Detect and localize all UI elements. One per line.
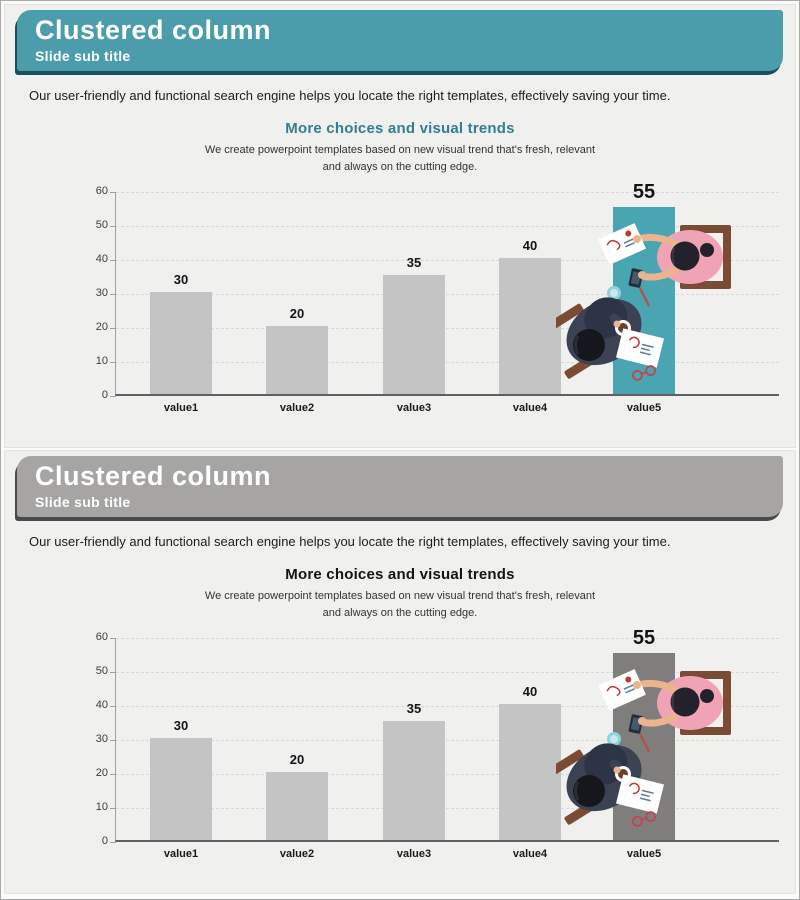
y-axis-label: 20 [95, 767, 108, 779]
clustered-column-chart: 0 10 20 30 40 50 60 30 value1 20 value2 35 value3 40 v… [96, 627, 779, 860]
gridline [116, 260, 779, 261]
chart-bar [499, 258, 561, 394]
x-axis-label: value1 [163, 402, 199, 414]
y-axis-tick [110, 671, 116, 673]
y-axis-label: 40 [95, 253, 108, 265]
chart-bar [383, 275, 445, 394]
x-axis-label: value2 [279, 402, 315, 414]
y-axis-tick [110, 259, 116, 261]
chair-icon [680, 225, 731, 289]
chair-icon [541, 749, 607, 825]
bar-value-label: 40 [522, 684, 538, 699]
gridline [116, 740, 779, 741]
x-axis-label: value3 [396, 402, 432, 414]
y-axis-tick [110, 191, 116, 193]
slide-title: Clustered column [35, 461, 272, 491]
chart-subtext: We create powerpoint templates based on … [204, 590, 596, 620]
y-axis-tick [110, 739, 116, 741]
y-axis-tick [110, 225, 116, 227]
slide-description: Our user-friendly and functional search … [29, 88, 671, 103]
y-axis-tick [110, 841, 116, 843]
chair-icon [680, 671, 731, 735]
clustered-column-chart: 0 10 20 30 40 50 60 30 value1 20 value2 35 value3 40 v… [96, 181, 779, 414]
y-axis-label: 10 [95, 801, 108, 813]
gridline [116, 294, 779, 295]
y-axis-tick [110, 395, 116, 397]
bar-value-label: 35 [406, 701, 422, 716]
y-axis-label: 50 [95, 219, 108, 231]
x-axis-label: value1 [163, 848, 199, 860]
slide-description: Our user-friendly and functional search … [29, 534, 671, 549]
gridline [116, 638, 779, 639]
bar-value-label: 40 [522, 238, 538, 253]
gridline [116, 328, 779, 329]
x-axis-label: value4 [512, 848, 548, 860]
chart-subtext: We create powerpoint templates based on … [204, 144, 596, 174]
gridline [116, 672, 779, 673]
y-axis-label: 0 [101, 835, 108, 847]
y-axis-label: 60 [95, 631, 108, 643]
bar-value-label: 20 [289, 752, 305, 767]
gridline [116, 706, 779, 707]
chart-bar [613, 207, 675, 394]
slide-title: Clustered column [35, 15, 272, 45]
slide-header: Clustered column Slide sub title [17, 456, 783, 517]
y-axis-label: 30 [95, 733, 108, 745]
chart-bar [150, 292, 212, 394]
gridline [116, 192, 779, 193]
bar-value-label: 30 [173, 272, 189, 287]
y-axis-label: 60 [95, 185, 108, 197]
y-axis-tick [110, 637, 116, 639]
slide-clustered-column-teal: Clustered column Slide sub title Our use… [4, 4, 796, 448]
gridline [116, 362, 779, 363]
chart-heading: More choices and visual trends [285, 120, 515, 137]
y-axis-label: 0 [101, 389, 108, 401]
y-axis-label: 20 [95, 321, 108, 333]
y-axis-label: 40 [95, 699, 108, 711]
x-axis-label: value2 [279, 848, 315, 860]
chair-icon [541, 303, 607, 379]
y-axis-tick [110, 327, 116, 329]
x-axis-label: value5 [626, 848, 662, 860]
chart-bar [613, 653, 675, 840]
bar-value-label: 55 [632, 627, 656, 649]
y-axis-tick [110, 807, 116, 809]
bar-value-label: 55 [632, 181, 656, 203]
gridline [116, 808, 779, 809]
y-axis-label: 10 [95, 355, 108, 367]
bar-value-label: 20 [289, 306, 305, 321]
slide-clustered-column-gray: Clustered column Slide sub title Our use… [4, 450, 796, 894]
x-axis-label: value4 [512, 402, 548, 414]
x-axis-label: value3 [396, 848, 432, 860]
y-axis-label: 50 [95, 665, 108, 677]
gridline [116, 774, 779, 775]
y-axis-label: 30 [95, 287, 108, 299]
chart-bar [266, 772, 328, 840]
chart-bar [266, 326, 328, 394]
slide-subtitle: Slide sub title [35, 494, 131, 511]
y-axis-tick [110, 361, 116, 363]
y-axis-tick [110, 705, 116, 707]
slide-subtitle: Slide sub title [35, 48, 131, 65]
chart-bar [150, 738, 212, 840]
chart-bar [499, 704, 561, 840]
y-axis-tick [110, 293, 116, 295]
gridline [116, 226, 779, 227]
x-axis-label: value5 [626, 402, 662, 414]
y-axis-tick [110, 773, 116, 775]
chart-heading: More choices and visual trends [285, 566, 515, 583]
bar-value-label: 30 [173, 718, 189, 733]
chart-bar [383, 721, 445, 840]
bar-value-label: 35 [406, 255, 422, 270]
slide-header: Clustered column Slide sub title [17, 10, 783, 71]
